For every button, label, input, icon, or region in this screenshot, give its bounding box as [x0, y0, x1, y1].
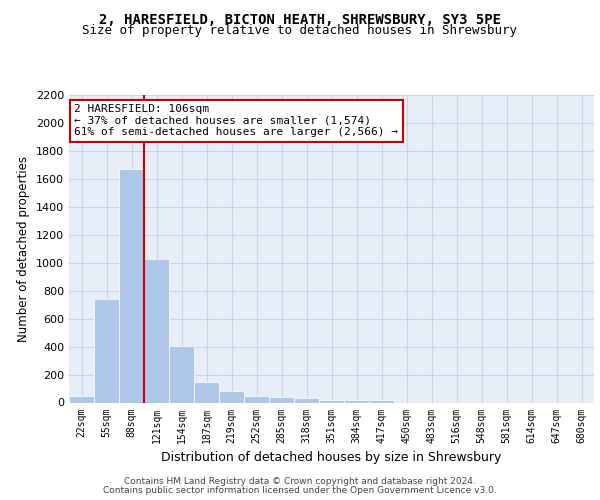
Text: Size of property relative to detached houses in Shrewsbury: Size of property relative to detached ho… — [83, 24, 517, 37]
Bar — [119, 169, 144, 402]
Text: 2, HARESFIELD, BICTON HEATH, SHREWSBURY, SY3 5PE: 2, HARESFIELD, BICTON HEATH, SHREWSBURY,… — [99, 12, 501, 26]
Bar — [244, 396, 269, 402]
Text: 2 HARESFIELD: 106sqm
← 37% of detached houses are smaller (1,574)
61% of semi-de: 2 HARESFIELD: 106sqm ← 37% of detached h… — [74, 104, 398, 138]
Y-axis label: Number of detached properties: Number of detached properties — [17, 156, 31, 342]
Bar — [369, 400, 394, 402]
Bar — [269, 397, 294, 402]
Text: Contains HM Land Registry data © Crown copyright and database right 2024.: Contains HM Land Registry data © Crown c… — [124, 477, 476, 486]
Bar — [319, 400, 344, 402]
Bar — [94, 299, 119, 403]
Bar — [169, 346, 194, 403]
Bar — [294, 398, 319, 402]
Bar — [219, 390, 244, 402]
X-axis label: Distribution of detached houses by size in Shrewsbury: Distribution of detached houses by size … — [161, 451, 502, 464]
Bar — [69, 396, 94, 402]
Bar — [344, 400, 369, 402]
Bar — [194, 382, 219, 402]
Bar — [144, 258, 169, 402]
Text: Contains public sector information licensed under the Open Government Licence v3: Contains public sector information licen… — [103, 486, 497, 495]
